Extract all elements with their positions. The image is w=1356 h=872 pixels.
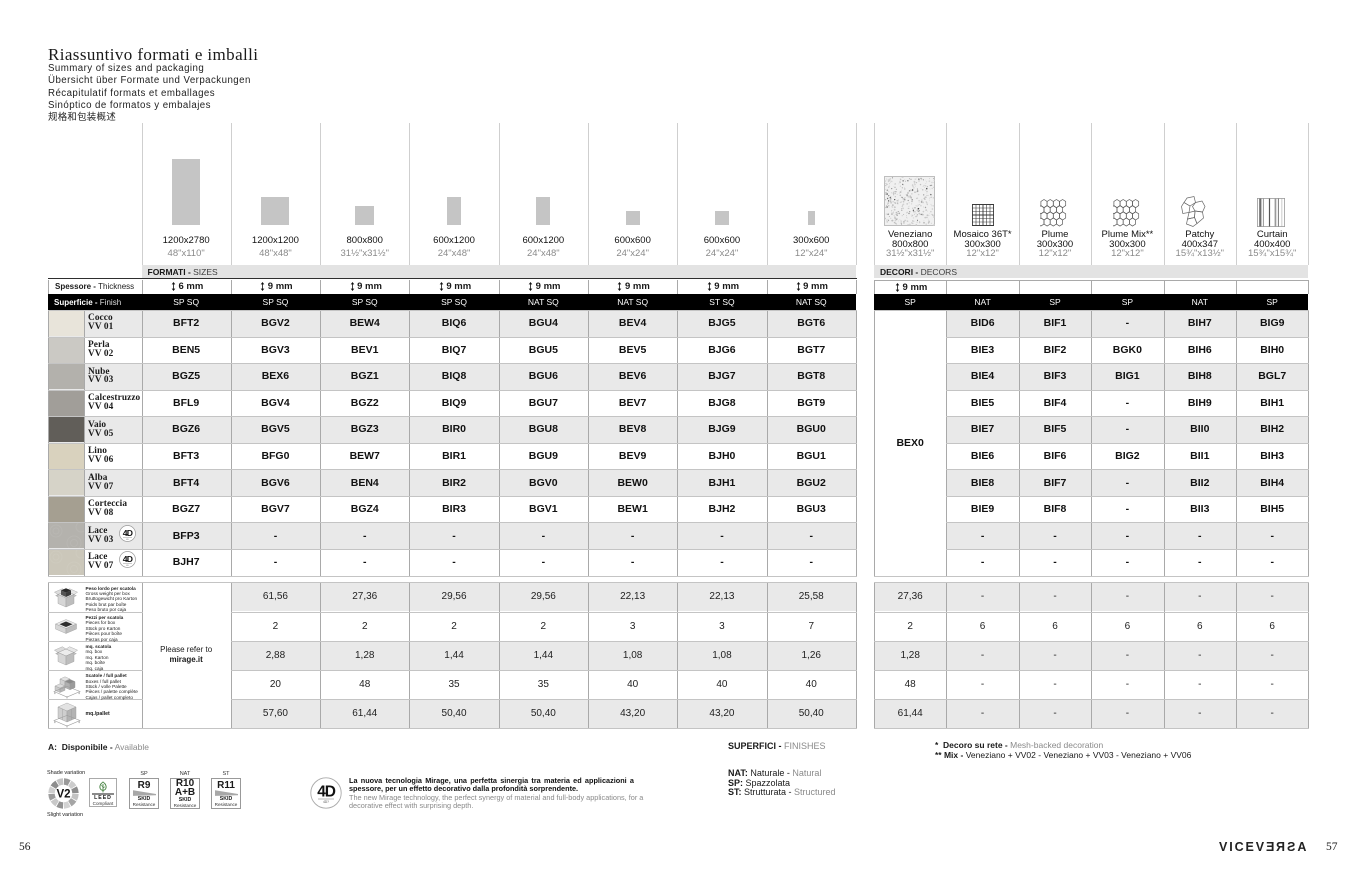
svg-text:4D: 4D bbox=[126, 565, 129, 567]
svg-text:4D: 4D bbox=[123, 554, 133, 564]
svg-text:V2: V2 bbox=[56, 789, 70, 801]
svg-text:4D: 4D bbox=[126, 539, 129, 541]
svg-text:4D?: 4D? bbox=[323, 800, 329, 804]
svg-text:4D: 4D bbox=[123, 528, 133, 538]
svg-text:4D: 4D bbox=[317, 784, 335, 801]
